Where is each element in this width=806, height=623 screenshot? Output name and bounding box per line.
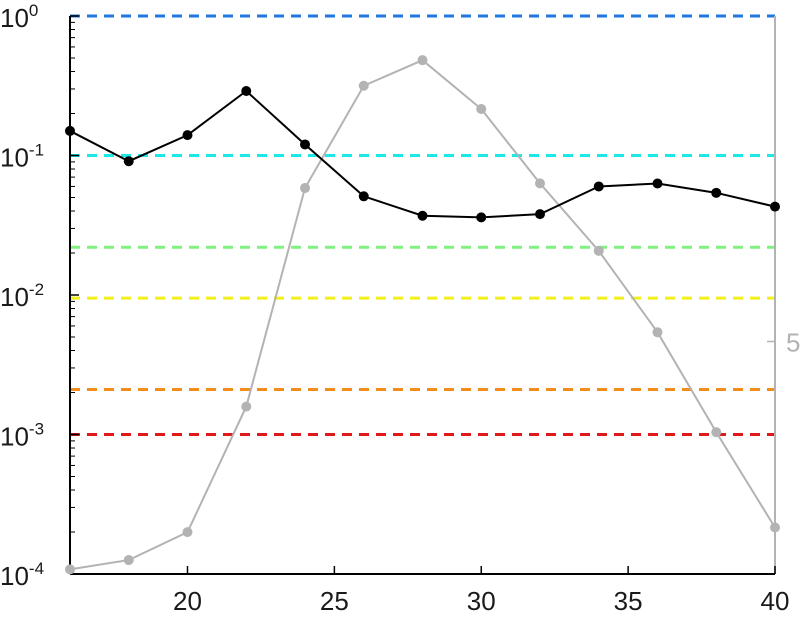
series-left-point (652, 178, 663, 189)
x-tick-label: 30 (467, 586, 496, 616)
series-right-point (770, 522, 780, 533)
series-left-point (358, 191, 369, 202)
series-right-point (358, 80, 369, 91)
series-left-point (417, 210, 428, 221)
series-layer (65, 55, 780, 575)
series-right-point (300, 183, 310, 194)
reference-lines (70, 14, 775, 436)
y-tick-label: 10-3 (0, 420, 44, 452)
series-left-point (770, 201, 780, 212)
series-left-point (241, 85, 252, 96)
series-left-point (65, 125, 75, 136)
series-right-point (476, 104, 487, 114)
right-y-tick-label: 5 (786, 328, 800, 358)
x-tick-label: 25 (320, 586, 349, 616)
series-right-point (711, 427, 722, 438)
series-left-point (123, 156, 134, 167)
y-tick-label: 10-4 (0, 559, 44, 591)
series-right-point (182, 527, 193, 538)
series-right-line (69, 59, 776, 571)
x-tick-label: 40 (761, 586, 790, 616)
series-left-point (476, 212, 487, 223)
series-right-point (417, 55, 428, 66)
series-right-point (65, 564, 75, 575)
series-left-point (300, 139, 310, 150)
tick-labels: 20 25 30 35 40 100 10-1 10-2 10-3 10-4 5 (0, 1, 800, 616)
series-right-point (593, 245, 604, 256)
series-right-point (535, 178, 545, 189)
series-left-point (593, 181, 604, 192)
series-left-point (711, 187, 722, 198)
axis-ticks (70, 15, 776, 575)
series-right-point (652, 327, 663, 338)
y-tick-label: 10-2 (0, 280, 44, 312)
x-tick-label: 35 (614, 586, 643, 616)
y-tick-label: 100 (0, 1, 38, 33)
x-tick-label: 20 (173, 586, 202, 616)
series-left-point (535, 209, 545, 220)
series-right-point (241, 401, 252, 412)
y-tick-label: 10-1 (0, 141, 44, 173)
series-right-point (123, 555, 134, 566)
series-left-point (182, 130, 193, 141)
